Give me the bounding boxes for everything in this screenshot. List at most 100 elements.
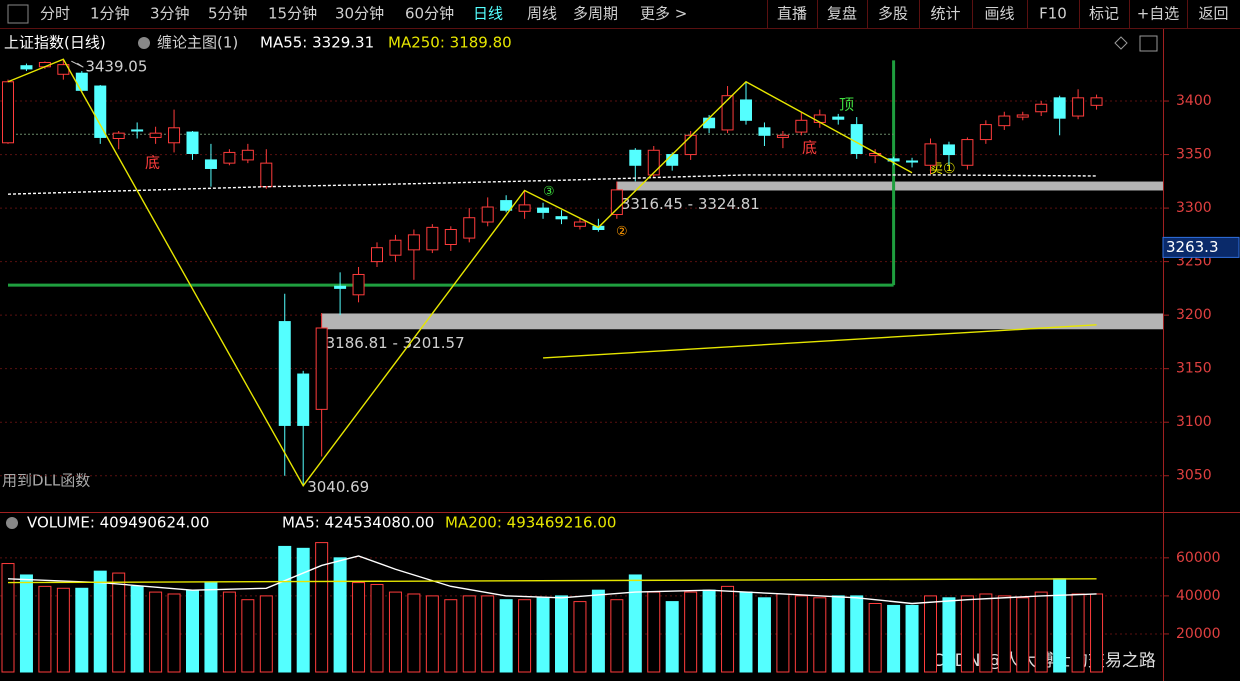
menu-button[interactable]: F10: [1039, 5, 1067, 23]
menu-item[interactable]: 周线: [527, 5, 557, 23]
last-price-box: [1162, 236, 1240, 258]
candle-body: [832, 116, 845, 120]
candle-body: [297, 373, 310, 426]
volume-icon[interactable]: [6, 517, 18, 529]
volume-bar: [924, 595, 937, 673]
volume-bar: [647, 591, 661, 673]
y-tick-label: 3150: [1176, 361, 1212, 377]
volume-bar: [1034, 591, 1048, 673]
diamond-icon[interactable]: [1114, 36, 1128, 50]
annotation: ③: [543, 185, 555, 200]
volume-bar: [56, 587, 70, 673]
volume-bar: [296, 547, 310, 673]
volume-bar: [555, 595, 568, 673]
candle-body: [131, 129, 144, 132]
menu-item[interactable]: 3分钟: [150, 5, 190, 23]
y-tick-label: 3350: [1176, 147, 1212, 163]
volume-bar: [186, 589, 199, 673]
menu-item[interactable]: 分时: [40, 5, 70, 23]
ma55-label: MA55: 3329.31: [260, 34, 374, 52]
candle-body: [278, 321, 291, 426]
menu-button[interactable]: 画线: [984, 5, 1014, 23]
candle-body: [998, 115, 1011, 127]
volume-bar: [979, 593, 993, 673]
candle-body: [500, 200, 513, 211]
y-tick-label: 3050: [1176, 468, 1212, 484]
volume-bar: [831, 595, 845, 673]
candle-body: [1016, 114, 1029, 118]
ma250-label: MA250: 3189.80: [388, 34, 512, 52]
volume-overlay: [7, 578, 1097, 584]
menu-item[interactable]: 多周期: [573, 5, 618, 23]
volume-bar: [610, 599, 624, 673]
vol-ma5-label: MA5: 424534080.00: [282, 514, 434, 532]
candle-body: [352, 273, 365, 296]
candle-body: [629, 149, 642, 166]
candle-body: [647, 149, 660, 176]
candle-body: [684, 134, 697, 156]
candle-body: [2, 81, 14, 144]
vol-ma200-label: MA200: 493469216.00: [445, 514, 616, 532]
volume-bar: [241, 599, 255, 673]
candle-body: [1035, 103, 1048, 113]
candle-body: [666, 154, 679, 166]
menu-item[interactable]: 更多 >: [640, 5, 687, 23]
panel-icon[interactable]: [1139, 35, 1158, 52]
volume-bar: [499, 599, 513, 673]
candle-body: [204, 159, 217, 169]
menu-icon[interactable]: [7, 4, 29, 24]
annotation: 底: [802, 139, 817, 157]
volume-bar: [997, 595, 1011, 673]
menu-button[interactable]: +自选: [1137, 5, 1180, 23]
menu-button[interactable]: 统计: [930, 5, 960, 23]
indicator-icon[interactable]: [138, 37, 150, 49]
volume-bar: [352, 582, 366, 673]
volume-bar: [739, 591, 753, 673]
candle-body: [776, 134, 789, 138]
menu-button[interactable]: 标记: [1089, 5, 1119, 23]
candle-body: [75, 72, 88, 91]
candle-body: [334, 285, 347, 289]
menu-item[interactable]: 日线: [473, 5, 503, 23]
menu-item[interactable]: 30分钟: [335, 5, 384, 23]
volume-bar: [757, 597, 771, 673]
high-arrow: [71, 60, 84, 68]
volume-bar: [315, 542, 329, 673]
menu-item[interactable]: 60分钟: [405, 5, 454, 23]
volume-bar: [19, 574, 33, 673]
menu-item[interactable]: 15分钟: [268, 5, 317, 23]
candle-body: [112, 132, 125, 140]
volume-bar: [38, 585, 52, 673]
menu-item[interactable]: 1分钟: [90, 5, 130, 23]
candle-body: [444, 229, 457, 245]
volume-bar: [149, 591, 163, 673]
y-tick-label: 40000: [1176, 588, 1221, 604]
y-tick-label: 3400: [1176, 93, 1212, 109]
menu-button[interactable]: 复盘: [827, 5, 857, 23]
candle-body: [795, 119, 808, 133]
annotation: ②: [616, 225, 628, 240]
price-zone: [616, 181, 1163, 191]
candle-body: [813, 114, 826, 123]
candle-body: [758, 127, 771, 136]
volume-bar: [573, 601, 587, 673]
volume-bar: [776, 593, 790, 673]
y-tick-label: 3100: [1176, 414, 1212, 430]
indicator[interactable]: 缠论主图(1): [157, 34, 238, 52]
candle-body: [610, 189, 623, 216]
volume-bar: [1, 563, 15, 673]
menu-button[interactable]: 返回: [1198, 5, 1228, 23]
menu-button[interactable]: 直播: [777, 5, 807, 23]
volume-bar: [1071, 593, 1085, 673]
volume-bar: [462, 595, 476, 673]
price-overlay: [7, 174, 1097, 195]
volume-bar: [591, 589, 605, 673]
price-overlay: [543, 324, 1097, 359]
candle-body: [942, 144, 955, 156]
volume-bar: [333, 557, 347, 673]
volume-bar: [813, 597, 827, 673]
menu-item[interactable]: 5分钟: [208, 5, 248, 23]
volume-bar: [850, 595, 864, 673]
menu-button[interactable]: 多股: [878, 5, 908, 23]
